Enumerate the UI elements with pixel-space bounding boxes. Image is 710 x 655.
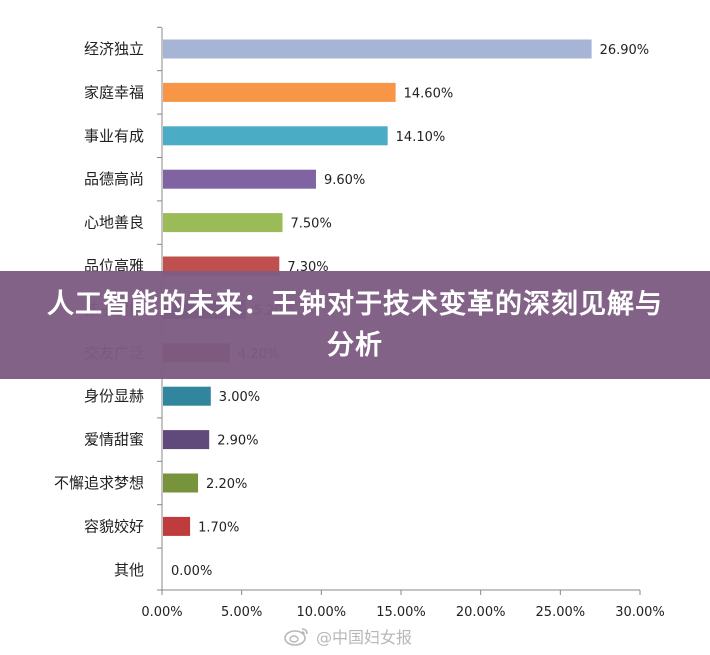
data-label: 14.60% xyxy=(404,86,454,101)
bar xyxy=(163,430,210,450)
category-label: 家庭幸福 xyxy=(84,83,144,101)
title-banner: 人工智能的未来：王钟对于技术变革的深刻见解与分析 xyxy=(0,271,710,379)
data-label: 2.90% xyxy=(217,434,258,449)
category-label: 身份显赫 xyxy=(84,387,144,405)
bar xyxy=(163,516,191,536)
category-label: 心地善良 xyxy=(84,214,144,232)
category-label: 经济独立 xyxy=(84,40,144,58)
category-label: 品位高雅 xyxy=(84,257,144,275)
bar xyxy=(163,39,592,59)
banner-title: 人工智能的未来：王钟对于技术变革的深刻见解与分析 xyxy=(47,289,663,361)
x-tick-label: 10.00% xyxy=(297,605,347,620)
watermark-text: @中国妇女报 xyxy=(316,628,413,647)
bar xyxy=(163,82,396,102)
category-label: 事业有成 xyxy=(84,127,144,145)
data-label: 2.20% xyxy=(206,477,247,492)
x-tick-label: 15.00% xyxy=(376,605,426,620)
data-label: 7.50% xyxy=(291,217,332,232)
watermark: @中国妇女报 xyxy=(284,622,412,650)
weibo-icon xyxy=(284,628,308,646)
x-tick-label: 25.00% xyxy=(536,605,586,620)
x-tick-label: 0.00% xyxy=(141,605,182,620)
bar xyxy=(163,169,316,189)
bar xyxy=(163,213,283,233)
x-tick-label: 20.00% xyxy=(456,605,506,620)
x-tick-label: 5.00% xyxy=(221,605,262,620)
data-label: 26.90% xyxy=(600,43,650,58)
bar xyxy=(163,386,211,406)
category-label: 容貌姣好 xyxy=(84,517,144,535)
bar xyxy=(163,126,388,146)
data-label: 1.70% xyxy=(198,520,239,535)
bar xyxy=(163,256,280,276)
category-label: 爱情甜蜜 xyxy=(84,431,144,449)
category-label: 品德高尚 xyxy=(84,170,144,188)
x-tick-label: 30.00% xyxy=(615,605,665,620)
category-label: 不懈追求梦想 xyxy=(54,474,144,492)
category-label: 其他 xyxy=(114,561,144,579)
data-label: 3.00% xyxy=(219,390,260,405)
bar xyxy=(163,473,199,493)
data-label: 14.10% xyxy=(396,130,446,145)
data-label: 0.00% xyxy=(171,564,212,579)
data-label: 9.60% xyxy=(324,173,365,188)
